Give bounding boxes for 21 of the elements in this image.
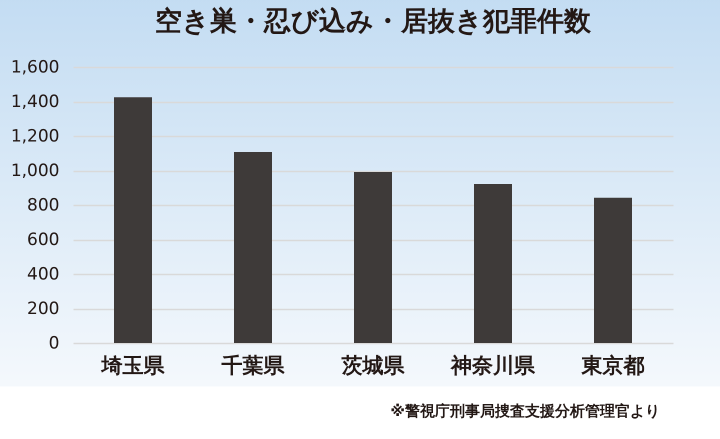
x-tick-label: 千葉県 [220,354,286,378]
bar [474,184,512,343]
y-tick-label: 0 [48,334,60,354]
bar [354,172,392,343]
bar [114,97,152,343]
y-tick-label: 800 [27,196,60,216]
chart-title: 空き巣・忍び込み・居抜き犯罪件数 [155,6,592,37]
y-tick-label: 1,000 [10,161,60,181]
y-tick-label: 1,600 [10,58,60,78]
x-tick-label: 茨城県 [340,354,406,378]
x-tick-label: 神奈川県 [450,354,536,378]
bar [594,198,632,343]
text: ※警視庁刑事局捜査支援分析管理官より [390,402,660,421]
x-tick-label: 東京都 [580,354,644,378]
y-tick-label: 1,200 [10,126,60,146]
x-tick-label: 埼玉県 [100,354,166,378]
y-tick-label: 200 [27,299,60,319]
y-tick-label: 1,400 [10,92,60,112]
y-tick-label: 400 [27,264,60,284]
bar [234,152,272,343]
y-tick-label: 600 [27,230,60,250]
